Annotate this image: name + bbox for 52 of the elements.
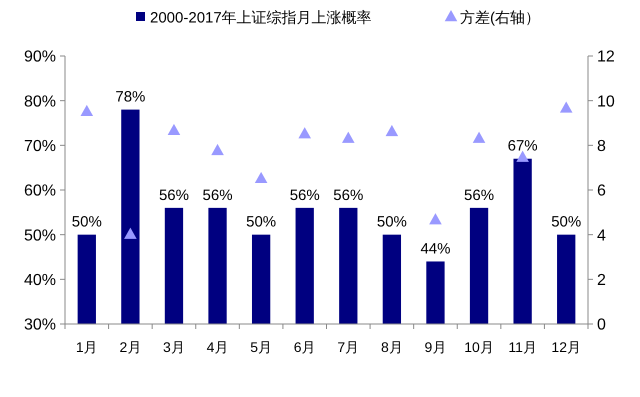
y-tick-label: 30%: [24, 316, 56, 334]
data-label: 56%: [290, 186, 320, 204]
point: [429, 213, 442, 224]
point: [386, 124, 398, 136]
data-label: 56%: [202, 186, 233, 204]
x-tick-label: 6月: [294, 339, 316, 355]
point: [342, 132, 355, 143]
point: [298, 127, 312, 138]
y-tick-label: 40%: [24, 272, 56, 289]
data-label: 56%: [333, 186, 364, 204]
data-label: 50%: [246, 214, 276, 231]
y2-tick-label: 12: [597, 48, 615, 66]
y2-tick-label: 8: [597, 138, 606, 155]
data-label: 50%: [376, 214, 407, 231]
x-tick-label: 7月: [337, 339, 360, 355]
x-tick-label: 10月: [464, 339, 494, 355]
data-label: 50%: [551, 214, 582, 231]
y-tick-label: 80%: [24, 93, 56, 110]
x-tick-label: 5月: [250, 339, 272, 355]
x-tick-label: 3月: [163, 339, 185, 355]
y-tick-label: 90%: [24, 48, 56, 66]
y2-tick-label: 0: [597, 316, 606, 334]
data-label: 44%: [420, 240, 450, 258]
y2-tick-label: 2: [597, 272, 606, 289]
data-label: 56%: [464, 186, 494, 204]
point: [168, 124, 180, 136]
x-tick-label: 12月: [551, 339, 581, 355]
point: [124, 228, 137, 239]
legend-label: 2000-2017年上证综指月上涨概率: [150, 9, 372, 26]
point: [560, 101, 573, 113]
point: [80, 104, 94, 116]
data-label: 56%: [158, 186, 189, 204]
y-tick-label: 50%: [24, 227, 56, 244]
x-tick-label: 2月: [119, 339, 142, 355]
y-tick-label: 70%: [24, 138, 56, 155]
y2-tick-label: 6: [597, 182, 606, 200]
data-label: 78%: [115, 88, 146, 106]
x-tick-label: 8月: [380, 339, 403, 355]
x-tick-label: 9月: [424, 339, 446, 355]
x-tick-label: 11月: [508, 339, 537, 355]
x-tick-label: 1月: [76, 339, 98, 355]
point: [254, 172, 268, 184]
data-label: 50%: [72, 214, 102, 231]
y2-tick-label: 4: [597, 227, 606, 244]
y2-tick-label: 10: [597, 93, 615, 110]
point: [516, 150, 529, 162]
point: [472, 132, 486, 143]
y-tick-label: 60%: [24, 182, 56, 200]
data-label: 67%: [508, 138, 538, 155]
x-tick-label: 4月: [206, 339, 228, 355]
legend-label: 方差(右轴）: [460, 9, 540, 26]
point: [211, 144, 224, 156]
